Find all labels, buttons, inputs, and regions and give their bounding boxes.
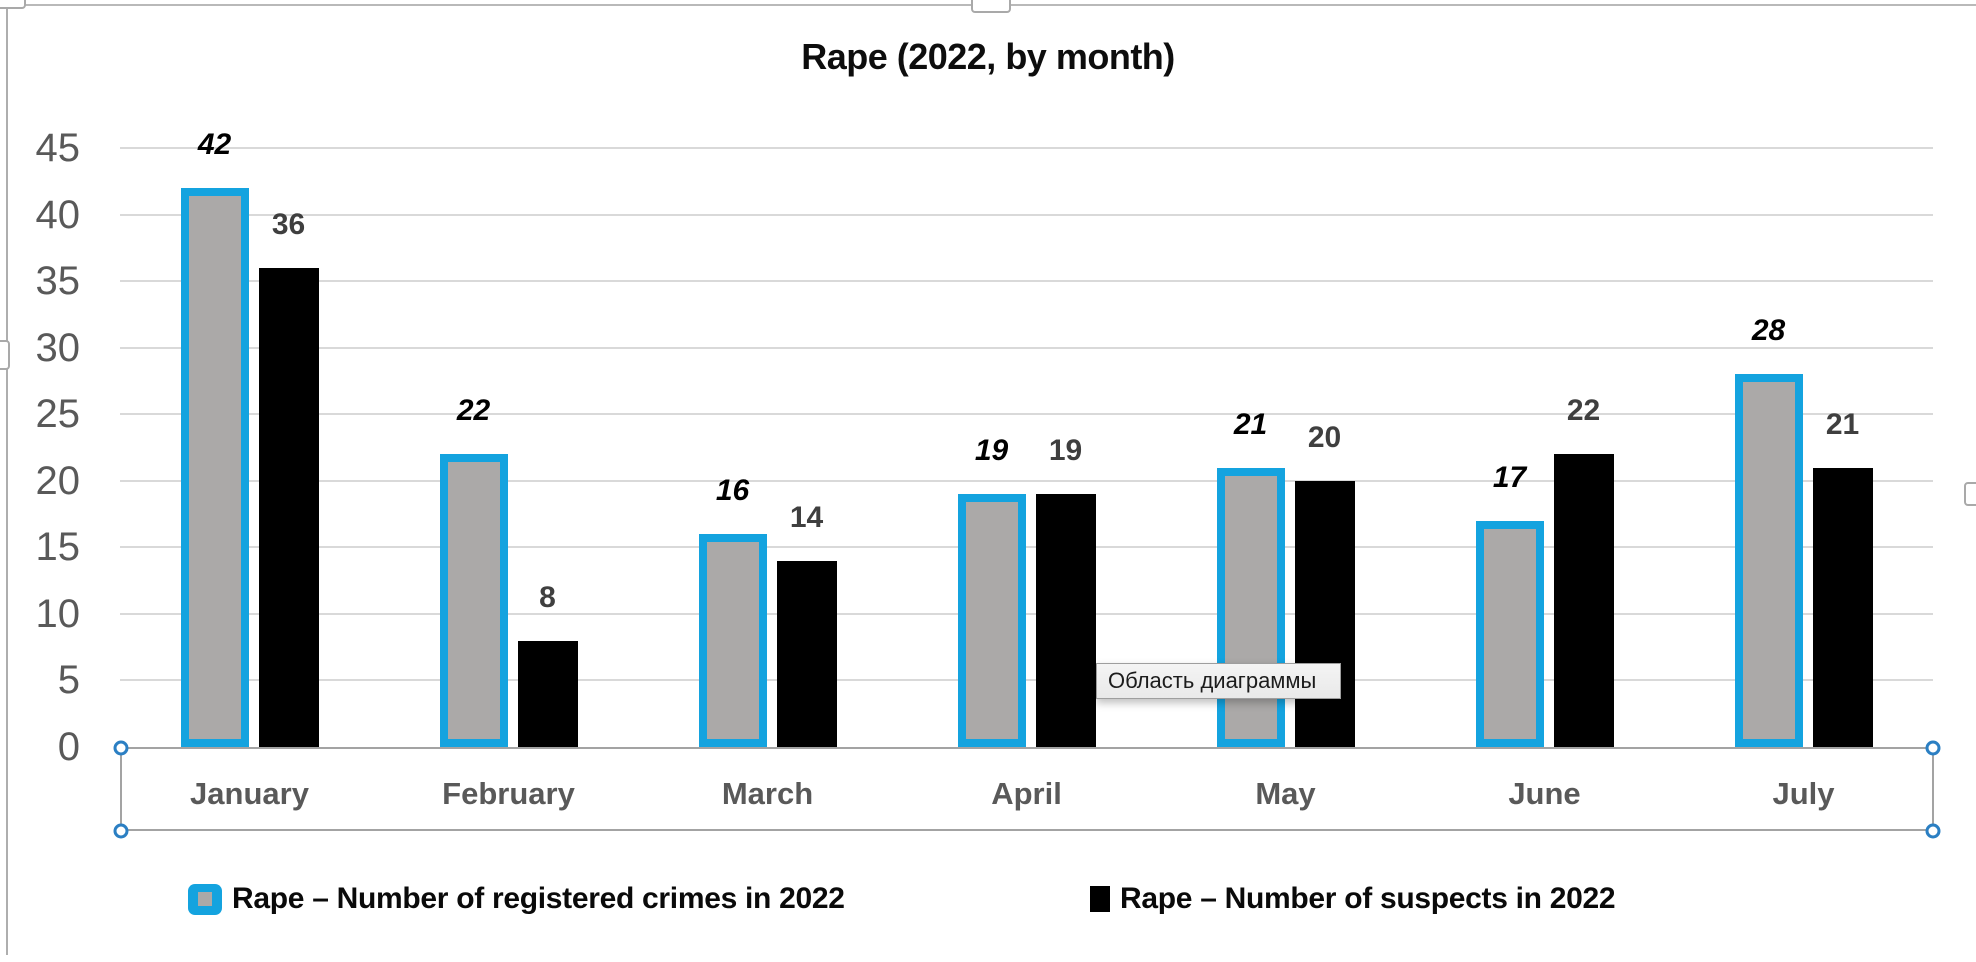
gridline-5 (120, 679, 1933, 682)
y-axis-tick-0: 0 (57, 725, 80, 769)
gridline-40 (120, 213, 1933, 216)
month-label-July: July (1772, 776, 1835, 811)
window-border-left (6, 4, 8, 955)
data-label-suspects-February: 8 (539, 581, 556, 614)
data-label-suspects-April: 19 (1048, 434, 1083, 467)
axis-selection-handle-top-right[interactable] (1925, 740, 1941, 756)
bar-registered-crimes-June[interactable] (1475, 521, 1544, 747)
gridline-15 (120, 546, 1933, 549)
bar-registered-crimes-February[interactable] (439, 454, 508, 747)
y-axis-tick-15: 15 (35, 525, 81, 570)
legend-item-suspects[interactable]: Rape – Number of suspects in 2022 (1090, 882, 1616, 916)
y-axis-tick-40: 40 (35, 192, 81, 237)
month-label-March: March (721, 776, 814, 811)
chart-resize-handle-left-middle[interactable] (0, 340, 10, 370)
data-label-suspects-May: 20 (1307, 421, 1342, 454)
legend-label-suspects: Rape – Number of suspects in 2022 (1120, 882, 1616, 915)
y-axis-tick-5: 5 (57, 658, 80, 703)
chart-resize-handle-right-middle[interactable] (1964, 482, 1976, 506)
gridline-10 (120, 612, 1933, 615)
month-label-May: May (1255, 776, 1316, 811)
x-axis-box[interactable] (120, 747, 1934, 831)
y-axis-tick-30: 30 (35, 325, 81, 370)
y-axis-tick-20: 20 (35, 458, 81, 503)
bar-registered-crimes-March[interactable] (698, 534, 767, 747)
gridline-45 (120, 147, 1933, 150)
legend-label-registered-crimes: Rape – Number of registered crimes in 20… (232, 882, 845, 915)
data-label-suspects-January: 36 (271, 208, 306, 241)
bar-suspects-January[interactable] (258, 268, 319, 747)
y-axis-tick-25: 25 (35, 392, 81, 437)
gridline-35 (120, 280, 1933, 283)
data-label-registered-crimes-February: 22 (456, 394, 491, 427)
bar-suspects-April[interactable] (1035, 494, 1096, 747)
legend-swatch-suspects (1090, 886, 1110, 912)
bar-suspects-May[interactable] (1294, 481, 1355, 747)
bar-suspects-July[interactable] (1812, 468, 1873, 747)
axis-selection-handle-top-left[interactable] (113, 740, 129, 756)
month-label-April: April (991, 776, 1062, 811)
bar-suspects-February[interactable] (517, 641, 578, 747)
bar-registered-crimes-May[interactable] (1216, 468, 1285, 747)
legend-item-registered-crimes[interactable]: Rape – Number of registered crimes in 20… (188, 882, 845, 916)
chart-title: Rape (2022, by month) (801, 36, 1175, 77)
chart-resize-handle-top-center[interactable] (971, 0, 1011, 13)
y-axis-tick-45: 45 (35, 126, 81, 171)
gridline-25 (120, 413, 1933, 416)
axis-selection-handle-bottom-left[interactable] (113, 823, 129, 839)
month-label-January: January (190, 776, 309, 811)
bar-registered-crimes-January[interactable] (180, 188, 249, 747)
bar-registered-crimes-July[interactable] (1734, 374, 1803, 747)
y-axis-tick-35: 35 (35, 259, 81, 304)
bar-registered-crimes-April[interactable] (957, 494, 1026, 747)
bar-suspects-June[interactable] (1553, 454, 1614, 747)
data-label-registered-crimes-April: 19 (974, 434, 1009, 467)
legend: Rape – Number of registered crimes in 20… (0, 876, 1976, 926)
chart-area-tooltip: Область диаграммы (1096, 663, 1341, 699)
gridline-20 (120, 479, 1933, 482)
data-label-registered-crimes-June: 17 (1492, 461, 1527, 494)
gridline-30 (120, 346, 1933, 349)
data-label-suspects-June: 22 (1566, 394, 1601, 427)
month-label-February: February (442, 776, 575, 811)
legend-swatch-registered-crimes (188, 883, 222, 915)
month-label-June: June (1508, 776, 1581, 811)
y-axis-tick-10: 10 (35, 591, 81, 636)
chart-resize-handle-top-left[interactable] (0, 0, 26, 9)
data-label-registered-crimes-July: 28 (1751, 314, 1786, 347)
bar-suspects-March[interactable] (776, 561, 837, 747)
data-label-registered-crimes-March: 16 (715, 474, 750, 507)
data-label-suspects-July: 21 (1825, 408, 1860, 441)
data-label-registered-crimes-May: 21 (1233, 408, 1268, 441)
data-label-registered-crimes-January: 42 (197, 128, 232, 161)
data-label-suspects-March: 14 (789, 501, 824, 534)
axis-selection-handle-bottom-right[interactable] (1925, 823, 1941, 839)
